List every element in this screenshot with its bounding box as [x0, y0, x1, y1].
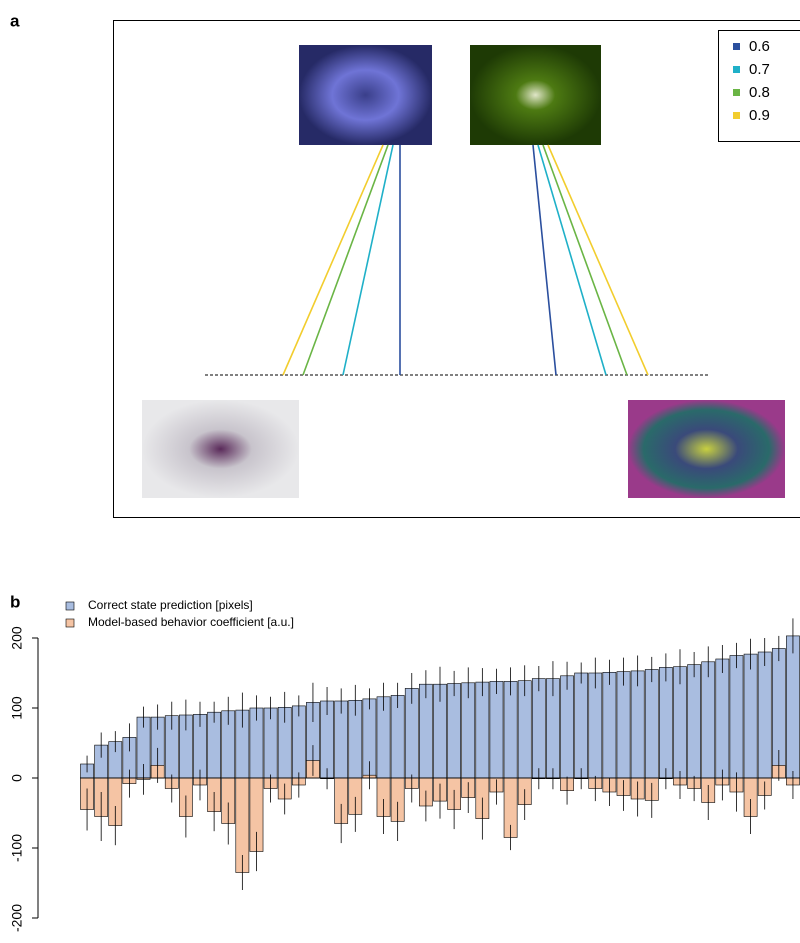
bar — [786, 636, 799, 778]
figure: a -200 -100 0 100 200 Correct state predictio… — [0, 0, 800, 938]
y-tick-label: -100 — [9, 834, 25, 862]
legend-label: 0.9 — [749, 107, 770, 124]
fractal-image — [628, 400, 785, 498]
legend-label: 0.7 — [749, 61, 770, 78]
legend-label: 0.8 — [749, 84, 770, 101]
link-line — [548, 145, 648, 375]
bar — [659, 667, 672, 778]
fractal-image — [142, 400, 299, 498]
bar — [631, 671, 644, 778]
bar — [504, 681, 517, 778]
link-lines — [283, 145, 648, 375]
link-line — [303, 145, 388, 375]
bar — [744, 654, 757, 778]
bar — [603, 672, 616, 778]
bar — [448, 684, 461, 779]
y-tick-label: -200 — [9, 904, 25, 932]
link-line — [538, 145, 606, 375]
bar — [702, 662, 715, 778]
legend-swatch — [733, 112, 740, 119]
legend-label: 0.6 — [749, 38, 770, 55]
legend-label: Model-based behavior coefficient [a.u.] — [88, 615, 294, 629]
panel-label: a — [10, 11, 20, 30]
bar — [575, 673, 588, 778]
y-tick-label: 200 — [9, 626, 25, 650]
bar — [758, 652, 771, 778]
fractal-image — [299, 45, 432, 145]
bar — [617, 672, 630, 778]
bar — [561, 676, 574, 778]
bar — [645, 670, 658, 779]
y-tick-label: 0 — [9, 774, 25, 782]
bar — [419, 684, 432, 778]
bar — [730, 656, 743, 779]
legend-label: Correct state prediction [pixels] — [88, 598, 253, 612]
bar — [688, 665, 701, 778]
y-tick-label: 100 — [9, 696, 25, 720]
panel-label: b — [10, 592, 20, 611]
legend-swatch — [733, 66, 740, 73]
bar — [490, 681, 503, 778]
legend-swatch — [733, 43, 740, 50]
bar-chart: -200 -100 0 100 200 Correct state prediction … — [9, 598, 800, 932]
legend-swatch — [733, 89, 740, 96]
bar — [476, 682, 489, 778]
legend-swatch — [66, 602, 74, 610]
bar — [532, 679, 545, 778]
bar — [292, 706, 305, 778]
fractal-image — [470, 45, 601, 145]
link-line — [543, 145, 627, 375]
link-line — [533, 145, 556, 375]
bar — [589, 673, 602, 778]
legend-swatch — [66, 619, 74, 627]
bar — [716, 659, 729, 778]
